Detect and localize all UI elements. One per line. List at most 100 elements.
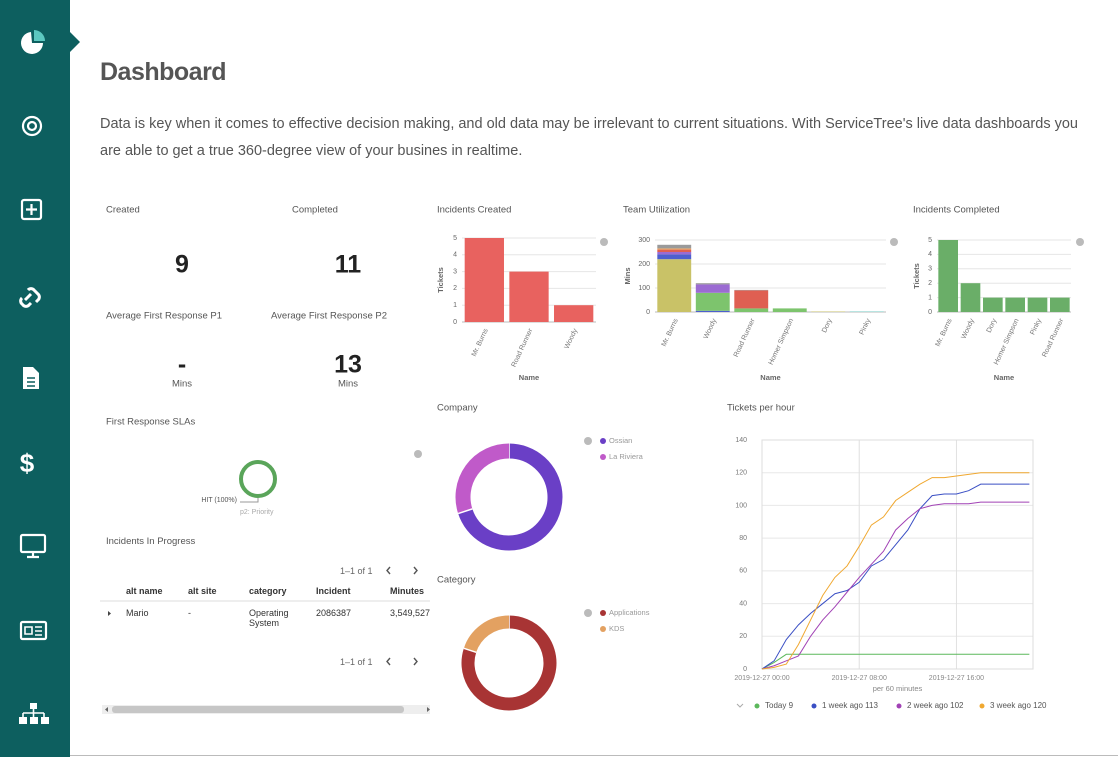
y-tick-label: 40: [739, 600, 747, 607]
y-axis-label: Mins: [623, 267, 632, 284]
legend-toggle[interactable]: [737, 704, 743, 707]
legend-label: La Riviera: [609, 452, 644, 461]
legend-toggle[interactable]: [584, 437, 592, 445]
legend-toggle[interactable]: [584, 609, 592, 617]
bar: [1050, 298, 1070, 312]
collapse-button[interactable]: [414, 450, 422, 458]
y-tick-label: 0: [453, 319, 457, 326]
x-tick-label: Mr. Burns: [935, 317, 954, 348]
chart-subtitle: p2: Priority: [240, 509, 274, 516]
x-tick-label: Woody: [564, 327, 580, 350]
bar-segment: [696, 283, 730, 284]
y-axis-label: Tickets: [436, 267, 445, 293]
bar-segment: [734, 290, 768, 308]
legend-marker: [755, 704, 760, 709]
bar: [554, 305, 593, 322]
legend-label: 1 week ago 113: [822, 701, 878, 710]
legend-label: KDS: [609, 624, 624, 633]
bar-segment: [734, 308, 768, 312]
table-cell: 2086387: [316, 608, 351, 618]
table-cell: Mario: [126, 608, 149, 618]
plot-frame: [762, 440, 1033, 669]
chart-title: Incidents Completed: [913, 205, 1000, 216]
table-header-cell: Incident: [316, 586, 351, 596]
x-tick-label: Road Runner: [511, 327, 535, 368]
kpi-value: 13: [334, 351, 362, 379]
donut-segment: [463, 451, 509, 511]
x-tick-label: Mr. Burns: [471, 327, 490, 358]
y-tick-label: 0: [928, 309, 932, 316]
legend-marker: [600, 454, 606, 460]
x-tick-label: 2019-12-27 08:00: [832, 675, 887, 682]
table-cell: -: [188, 608, 191, 618]
y-tick-label: 3: [928, 266, 932, 273]
label-leader: [240, 498, 258, 502]
y-tick-label: 4: [928, 251, 932, 258]
legend-label: Ossian: [609, 436, 632, 445]
donut-segment: [241, 462, 275, 496]
bar: [1028, 298, 1048, 312]
bar-segment: [657, 254, 691, 259]
bar-segment: [773, 308, 807, 312]
x-tick-label: Dory: [986, 317, 999, 334]
x-axis-label: Name: [519, 373, 539, 382]
y-tick-label: 3: [453, 268, 457, 275]
page-title: Dashboard: [100, 58, 226, 87]
x-tick-label: Woody: [703, 317, 719, 340]
bar-segment: [657, 248, 691, 249]
x-tick-label: Road Runner: [733, 317, 757, 358]
chart-title: Company: [437, 403, 478, 414]
y-tick-label: 5: [453, 235, 457, 242]
bar-segment: [696, 311, 730, 312]
bar: [1005, 298, 1025, 312]
bar: [509, 272, 548, 322]
y-tick-label: 140: [735, 437, 747, 444]
y-tick-label: 1: [453, 302, 457, 309]
bar: [983, 298, 1003, 312]
y-tick-label: 1: [928, 294, 932, 301]
line-series: [762, 502, 1029, 669]
x-tick-label: Mr. Burns: [661, 317, 680, 348]
collapse-button[interactable]: [890, 238, 898, 246]
y-tick-label: 2: [928, 280, 932, 287]
legend-marker: [812, 704, 817, 709]
x-tick-label: 2019-12-27 00:00: [734, 675, 789, 682]
x-axis-label: Name: [994, 373, 1014, 382]
kpi-label: Average First Response P1: [106, 311, 222, 322]
table-cell: Operating System: [249, 608, 301, 628]
pagination-text: 1–1 of 1: [340, 657, 373, 667]
legend-label: Applications: [609, 608, 650, 617]
y-axis-label: Tickets: [912, 263, 921, 289]
row-expand[interactable]: [108, 611, 111, 616]
collapse-button[interactable]: [1076, 238, 1084, 246]
legend-marker: [600, 610, 606, 616]
active-nav-pointer: [70, 32, 80, 52]
scrollbar-thumb[interactable]: [112, 706, 404, 713]
bar-segment: [696, 284, 730, 292]
y-tick-label: 100: [638, 285, 650, 292]
legend-label: Today 9: [765, 701, 794, 710]
x-tick-label: Road Runner: [1041, 317, 1065, 358]
donut-segment: [470, 622, 509, 650]
table-header-cell: category: [249, 586, 287, 596]
bar: [938, 240, 958, 312]
kpi-label: Average First Response P2: [271, 311, 387, 322]
chart-title: Category: [437, 575, 476, 586]
x-axis-label: per 60 minutes: [873, 684, 923, 693]
legend-marker: [980, 704, 985, 709]
chart-title: First Response SLAs: [106, 417, 195, 428]
chart-title: Team Utilization: [623, 205, 690, 216]
bar-segment: [657, 252, 691, 254]
collapse-button[interactable]: [600, 238, 608, 246]
legend-marker: [600, 438, 606, 444]
x-tick-label: 2019-12-27 16:00: [929, 675, 984, 682]
bar-segment: [657, 259, 691, 312]
y-tick-label: 2: [453, 285, 457, 292]
y-tick-label: 200: [638, 261, 650, 268]
y-tick-label: 5: [928, 237, 932, 244]
bar-segment: [657, 245, 691, 249]
bar: [961, 283, 981, 312]
table-header-cell: alt site: [188, 586, 217, 596]
table-header-cell: alt name: [126, 586, 163, 596]
